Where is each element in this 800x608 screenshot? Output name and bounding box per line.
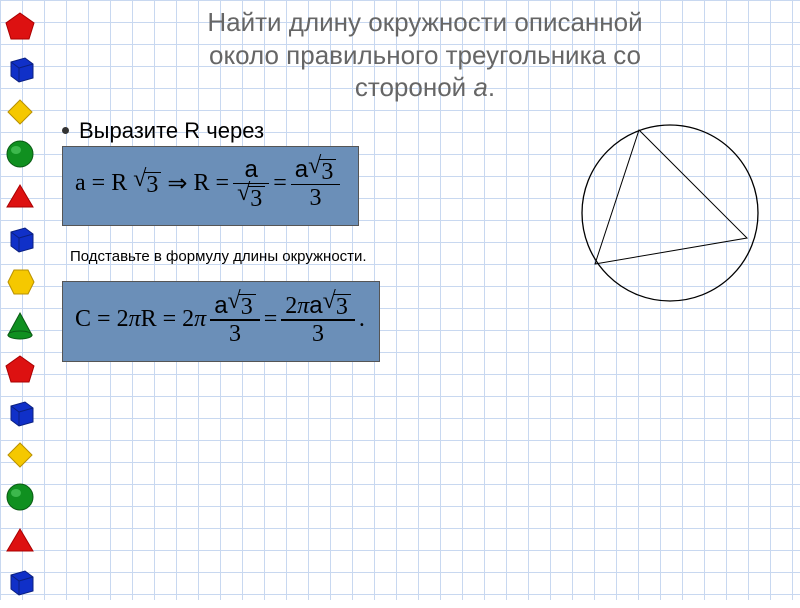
red-pentagon-icon [4, 11, 36, 41]
title-line-1: Найти длину окружности описанной [207, 7, 642, 37]
sym-pi: π [129, 306, 141, 333]
slide-title: Найти длину окружности описанной около п… [80, 6, 770, 104]
blue-cube-icon [5, 224, 35, 254]
formula-2: C = 2 π R = 2 π a√3 3 = 2πa√3 3 . [75, 292, 365, 347]
sym-R: R [194, 170, 210, 197]
circumscribed-circle-diagram [570, 118, 770, 313]
sym-eq: = [273, 170, 287, 197]
sym-dot: . [359, 306, 365, 333]
red-triangle-icon [5, 526, 35, 554]
sym-eq: = [97, 306, 111, 333]
sym-eq: = [163, 306, 177, 333]
green-sphere-icon [5, 139, 35, 169]
yellow-square-icon [6, 441, 34, 469]
frac-2piasqrt3-over-3: 2πa√3 3 [281, 292, 355, 347]
sym-R: R [111, 170, 127, 197]
blue-cube-icon [5, 54, 35, 84]
frac-a-over-sqrt3: a √3 [233, 157, 269, 212]
sym-2: 2 [182, 306, 194, 333]
formula-box-2: C = 2 π R = 2 π a√3 3 = 2πa√3 3 . [62, 281, 380, 362]
bullet-text: Выразите R через [79, 118, 264, 144]
frac-asqrt3-over-3: a√3 3 [291, 157, 341, 212]
green-cone-icon [5, 311, 35, 341]
circle [582, 125, 758, 301]
red-triangle-icon [5, 182, 35, 210]
frac-asqrt3-over-3-b: a√3 3 [210, 292, 260, 347]
sym-eq: = [92, 170, 106, 197]
sym-R: R [141, 306, 157, 333]
sym-arrow: ⇒ [167, 169, 187, 198]
sym-eq: = [216, 170, 230, 197]
inscribed-triangle [595, 130, 747, 264]
decorative-shapes-column [0, 0, 40, 608]
green-sphere-icon [5, 482, 35, 512]
sym-eq: = [264, 306, 278, 333]
sym-pi: π [194, 306, 206, 333]
sqrt-3: √3 [133, 170, 161, 197]
sym-2: 2 [117, 306, 129, 333]
yellow-square-icon [6, 98, 34, 126]
title-line-2: около правильного треугольника со [209, 40, 641, 70]
yellow-hexagon-icon [5, 267, 35, 297]
sym-C: C [75, 306, 91, 333]
bullet-dot-icon [62, 127, 69, 134]
blue-cube-icon [5, 398, 35, 428]
formula-1: a = R √3 ⇒ R = a √3 = a√3 3 [75, 157, 344, 212]
title-line-3: стороной a. [355, 72, 495, 102]
red-pentagon-icon [4, 354, 36, 384]
formula-box-1: a = R √3 ⇒ R = a √3 = a√3 3 [62, 146, 359, 227]
sym-a: a [75, 170, 86, 197]
blue-cube-icon [5, 567, 35, 597]
